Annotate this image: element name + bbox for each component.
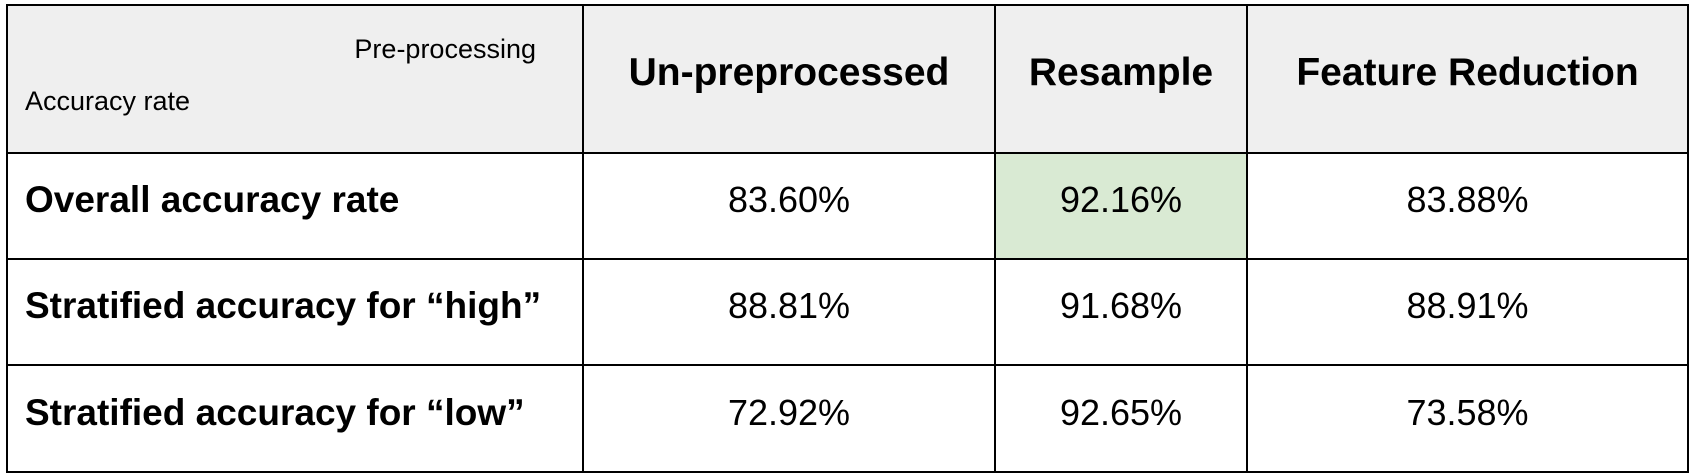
table-cell: 83.60% <box>582 152 996 260</box>
row-header-overall: Overall accuracy rate <box>6 152 584 260</box>
table-cell: 83.88% <box>1246 152 1689 260</box>
table-cell: 73.58% <box>1246 364 1689 473</box>
table-row: Stratified accuracy for “low” 72.92% 92.… <box>6 364 1689 473</box>
corner-header-cell: Pre-processing Accuracy rate <box>6 4 584 154</box>
column-header-feature-reduction: Feature Reduction <box>1246 4 1689 154</box>
column-header-resample: Resample <box>994 4 1248 154</box>
row-axis-label: Accuracy rate <box>25 86 191 116</box>
header-row: Pre-processing Accuracy rate Un-preproce… <box>6 4 1689 154</box>
accuracy-table: Pre-processing Accuracy rate Un-preproce… <box>6 4 1689 473</box>
table-cell: 88.81% <box>582 258 996 366</box>
table-row: Stratified accuracy for “high” 88.81% 91… <box>6 258 1689 366</box>
table-cell: 92.65% <box>994 364 1248 473</box>
highlighted-cell: 92.16% <box>994 152 1248 260</box>
table-row: Overall accuracy rate 83.60% 92.16% 83.8… <box>6 152 1689 260</box>
column-header-unpreprocessed: Un-preprocessed <box>582 4 996 154</box>
table-cell: 88.91% <box>1246 258 1689 366</box>
row-header-low: Stratified accuracy for “low” <box>6 364 584 473</box>
row-header-high: Stratified accuracy for “high” <box>6 258 584 366</box>
table-cell: 91.68% <box>994 258 1248 366</box>
column-axis-label: Pre-processing <box>354 34 536 64</box>
table-cell: 72.92% <box>582 364 996 473</box>
